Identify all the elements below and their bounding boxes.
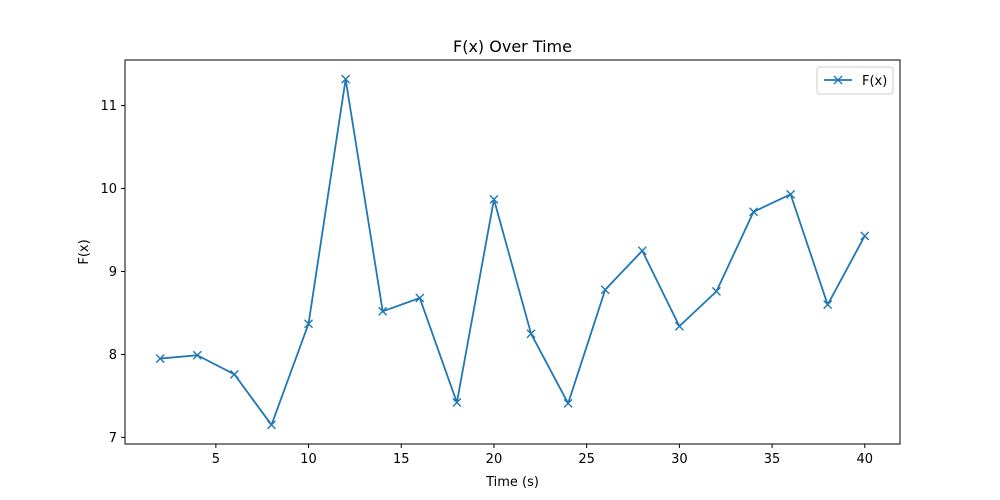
data-point-marker xyxy=(637,246,647,256)
chart-title: F(x) Over Time xyxy=(453,37,572,56)
x-tick-label: 5 xyxy=(212,452,220,467)
legend-box xyxy=(816,66,894,95)
data-point-marker xyxy=(711,286,721,296)
data-point-marker xyxy=(860,231,870,241)
y-axis-label: F(x) xyxy=(77,239,92,264)
data-point-marker xyxy=(229,369,239,379)
data-point-marker xyxy=(823,300,833,310)
data-point-marker xyxy=(489,194,499,204)
x-tick-label: 40 xyxy=(856,452,873,467)
y-axis: 7 8 9 10 11 xyxy=(100,99,125,446)
x-axis: 5 10 15 20 25 30 35 40 xyxy=(212,444,873,467)
legend: F(x) xyxy=(816,66,894,95)
x-tick-label: 15 xyxy=(393,452,410,467)
x-tick-label: 10 xyxy=(300,452,317,467)
x-tick-label: 20 xyxy=(486,452,503,467)
data-point-marker xyxy=(415,293,425,303)
x-tick-label: 30 xyxy=(671,452,688,467)
data-point-marker xyxy=(526,329,536,339)
x-tick-label: 35 xyxy=(764,452,781,467)
data-point-marker xyxy=(378,306,388,316)
legend-entry-label: F(x) xyxy=(862,74,887,89)
y-tick-label: 11 xyxy=(100,99,117,114)
data-point-marker xyxy=(192,350,202,360)
data-point-marker xyxy=(155,354,165,364)
data-point-marker xyxy=(600,285,610,295)
data-point-marker xyxy=(452,398,462,408)
data-point-marker xyxy=(304,319,314,329)
axes-frame xyxy=(124,59,901,445)
data-point-marker xyxy=(674,321,684,331)
y-tick-label: 7 xyxy=(109,431,117,446)
y-tick-label: 8 xyxy=(109,348,117,363)
x-axis-label: Time (s) xyxy=(485,475,539,490)
y-tick-label: 9 xyxy=(109,265,117,280)
data-point-marker xyxy=(749,207,759,217)
y-tick-label: 10 xyxy=(100,182,117,197)
x-tick-label: 25 xyxy=(578,452,595,467)
legend-marker-x-icon xyxy=(833,75,843,85)
data-point-marker xyxy=(341,74,351,84)
series-line-0 xyxy=(160,78,866,426)
data-point-marker xyxy=(266,420,276,430)
plot-area xyxy=(155,74,870,430)
data-point-marker xyxy=(786,189,796,199)
data-point-marker xyxy=(563,398,573,408)
